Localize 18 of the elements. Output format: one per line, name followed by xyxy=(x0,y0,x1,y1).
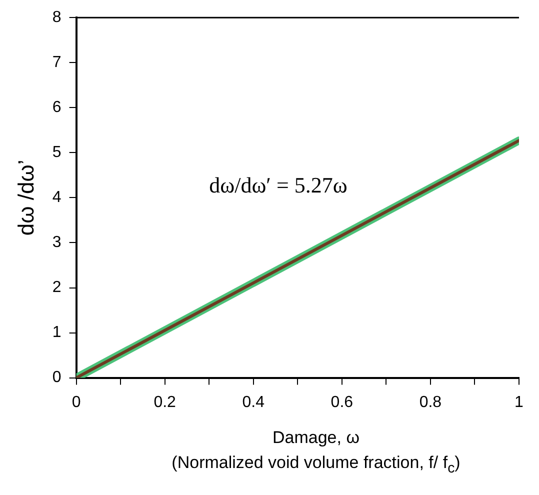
y-tick-label: 4 xyxy=(52,189,62,206)
x-tick-label: 0.4 xyxy=(242,394,265,411)
x-tick-label: 0 xyxy=(72,394,81,411)
x-tick-label: 0.6 xyxy=(330,394,354,411)
y-tick-label: 6 xyxy=(52,99,62,116)
annotation: dω/dω′ = 5.27ω xyxy=(209,172,348,198)
y-tick-label: 0 xyxy=(52,369,62,386)
y-tick-label: 5 xyxy=(52,144,62,162)
y-tick-label: 2 xyxy=(52,279,62,296)
y-tick-label: 3 xyxy=(52,234,62,252)
x-tick-label: 0.2 xyxy=(154,394,176,411)
y-axis-title: dω /dω’ xyxy=(13,160,38,236)
y-tick-label: 8 xyxy=(52,9,62,26)
x-axis-title: Damage, ω (Normalized void volume fraction, f/ f$_{c}$) xyxy=(170,427,462,478)
y-tick-label: 1 xyxy=(52,324,62,342)
y-tick-label: 7 xyxy=(52,54,62,72)
x-tick-label: 1 xyxy=(514,394,524,411)
x-tick-label: 0.8 xyxy=(419,394,442,411)
